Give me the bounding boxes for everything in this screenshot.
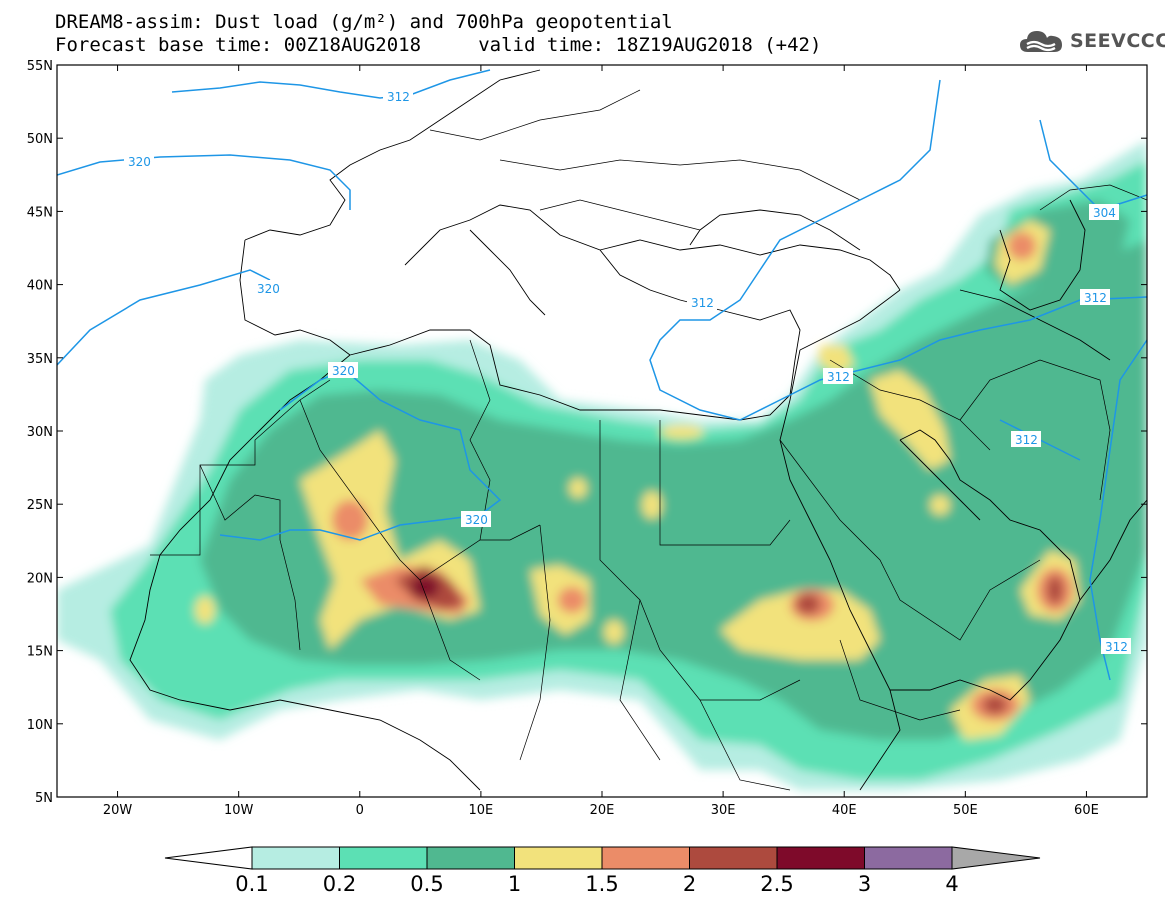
colorbar-swatch bbox=[776, 846, 865, 870]
svg-text:320: 320 bbox=[465, 513, 488, 527]
svg-text:312: 312 bbox=[691, 296, 714, 310]
lat-tick-label: 15N bbox=[27, 645, 53, 660]
lon-tick-label: 40E bbox=[832, 803, 857, 818]
contour-label-304: 304 bbox=[1089, 204, 1119, 220]
lon-tick-label: 30E bbox=[711, 803, 736, 818]
lat-tick-label: 50N bbox=[27, 132, 53, 147]
svg-text:312: 312 bbox=[827, 370, 850, 384]
contour-label-312-north: 312 bbox=[383, 88, 413, 104]
contour-label-312-caspian: 312 bbox=[1080, 289, 1110, 305]
lat-tick-label: 25N bbox=[27, 498, 53, 513]
svg-text:304: 304 bbox=[1093, 206, 1116, 220]
contour-label-320-sahara: 320 bbox=[461, 511, 491, 527]
lon-tick-label: 0 bbox=[356, 803, 364, 818]
colorbar-lower-extend bbox=[164, 846, 253, 870]
geopotential-contours bbox=[57, 69, 1147, 681]
colorbar-label: 2 bbox=[683, 872, 696, 896]
contour-labels: 312 320 320 320 320 312 312 312 304 312 … bbox=[124, 88, 1131, 654]
colorbar-swatch bbox=[514, 846, 603, 870]
lat-tick-label: 55N bbox=[27, 59, 53, 74]
colorbar-upper-extend bbox=[951, 846, 1041, 870]
lat-tick-label: 30N bbox=[27, 425, 53, 440]
lat-tick-label: 35N bbox=[27, 352, 53, 367]
logo: SEEVCCC bbox=[1018, 28, 1165, 54]
contour-label-320-atlas: 320 bbox=[328, 362, 358, 378]
contour-label-320-west: 320 bbox=[124, 153, 154, 169]
colorbar-swatch bbox=[864, 846, 953, 870]
latitude-axis: 55N 50N 45N 40N 35N 30N 25N 20N 15N 10N 5N bbox=[27, 59, 1147, 806]
svg-text:312: 312 bbox=[387, 90, 410, 104]
contour-label-312-gulf: 312 bbox=[1011, 431, 1041, 447]
colorbar-label: 1 bbox=[508, 872, 521, 896]
longitude-axis: 20W 10W 0 10E 20E 30E 40E 50E 60E bbox=[103, 65, 1099, 818]
colorbar-swatch bbox=[426, 846, 515, 870]
contour-label-320-iberia: 320 bbox=[253, 280, 283, 296]
colorbar-swatch bbox=[251, 846, 340, 870]
colorbar-label: 4 bbox=[945, 872, 958, 896]
svg-text:312: 312 bbox=[1084, 291, 1107, 305]
colorbar-swatch bbox=[339, 846, 428, 870]
svg-text:320: 320 bbox=[257, 282, 280, 296]
colorbar-label: 1.5 bbox=[585, 872, 618, 896]
colorbar-label: 0.2 bbox=[323, 872, 356, 896]
borders bbox=[150, 89, 1147, 791]
lon-tick-label: 10W bbox=[224, 803, 254, 818]
lon-tick-label: 60E bbox=[1074, 803, 1099, 818]
lat-tick-label: 45N bbox=[27, 205, 53, 220]
lon-tick-label: 10E bbox=[469, 803, 494, 818]
colorbar-label: 3 bbox=[858, 872, 871, 896]
colorbar-swatch bbox=[689, 846, 778, 870]
svg-text:320: 320 bbox=[332, 364, 355, 378]
colorbar-swatch bbox=[601, 846, 690, 870]
svg-text:312: 312 bbox=[1105, 640, 1128, 654]
contour-label-312-greece: 312 bbox=[687, 294, 717, 310]
contour-label-312-levant: 312 bbox=[823, 368, 853, 384]
lon-tick-label: 20E bbox=[590, 803, 615, 818]
lat-tick-label: 5N bbox=[35, 791, 53, 806]
contour-label-312-arabian-sea: 312 bbox=[1101, 638, 1131, 654]
chart-title: DREAM8-assim: Dust load (g/m²) and 700hP… bbox=[55, 11, 673, 33]
colorbar: 0.1 0.2 0.5 1 1.5 2 2.5 3 4 bbox=[164, 846, 1041, 896]
lon-tick-label: 20W bbox=[103, 803, 133, 818]
lon-tick-label: 50E bbox=[953, 803, 978, 818]
lat-tick-label: 40N bbox=[27, 279, 53, 294]
chart-subtitle: Forecast base time: 00Z18AUG2018 valid t… bbox=[55, 34, 822, 56]
map-area bbox=[57, 65, 1147, 797]
dust-band-2.5 bbox=[411, 576, 439, 598]
svg-text:320: 320 bbox=[128, 155, 151, 169]
lat-tick-label: 20N bbox=[27, 571, 53, 586]
lat-tick-label: 10N bbox=[27, 718, 53, 733]
colorbar-label: 0.1 bbox=[235, 872, 268, 896]
cloud-icon bbox=[1020, 31, 1062, 52]
logo-text: SEEVCCC bbox=[1070, 30, 1165, 52]
dust-shading bbox=[57, 140, 1147, 790]
colorbar-label: 0.5 bbox=[410, 872, 443, 896]
svg-text:312: 312 bbox=[1015, 433, 1038, 447]
colorbar-label: 2.5 bbox=[760, 872, 793, 896]
coastlines bbox=[129, 69, 1147, 791]
